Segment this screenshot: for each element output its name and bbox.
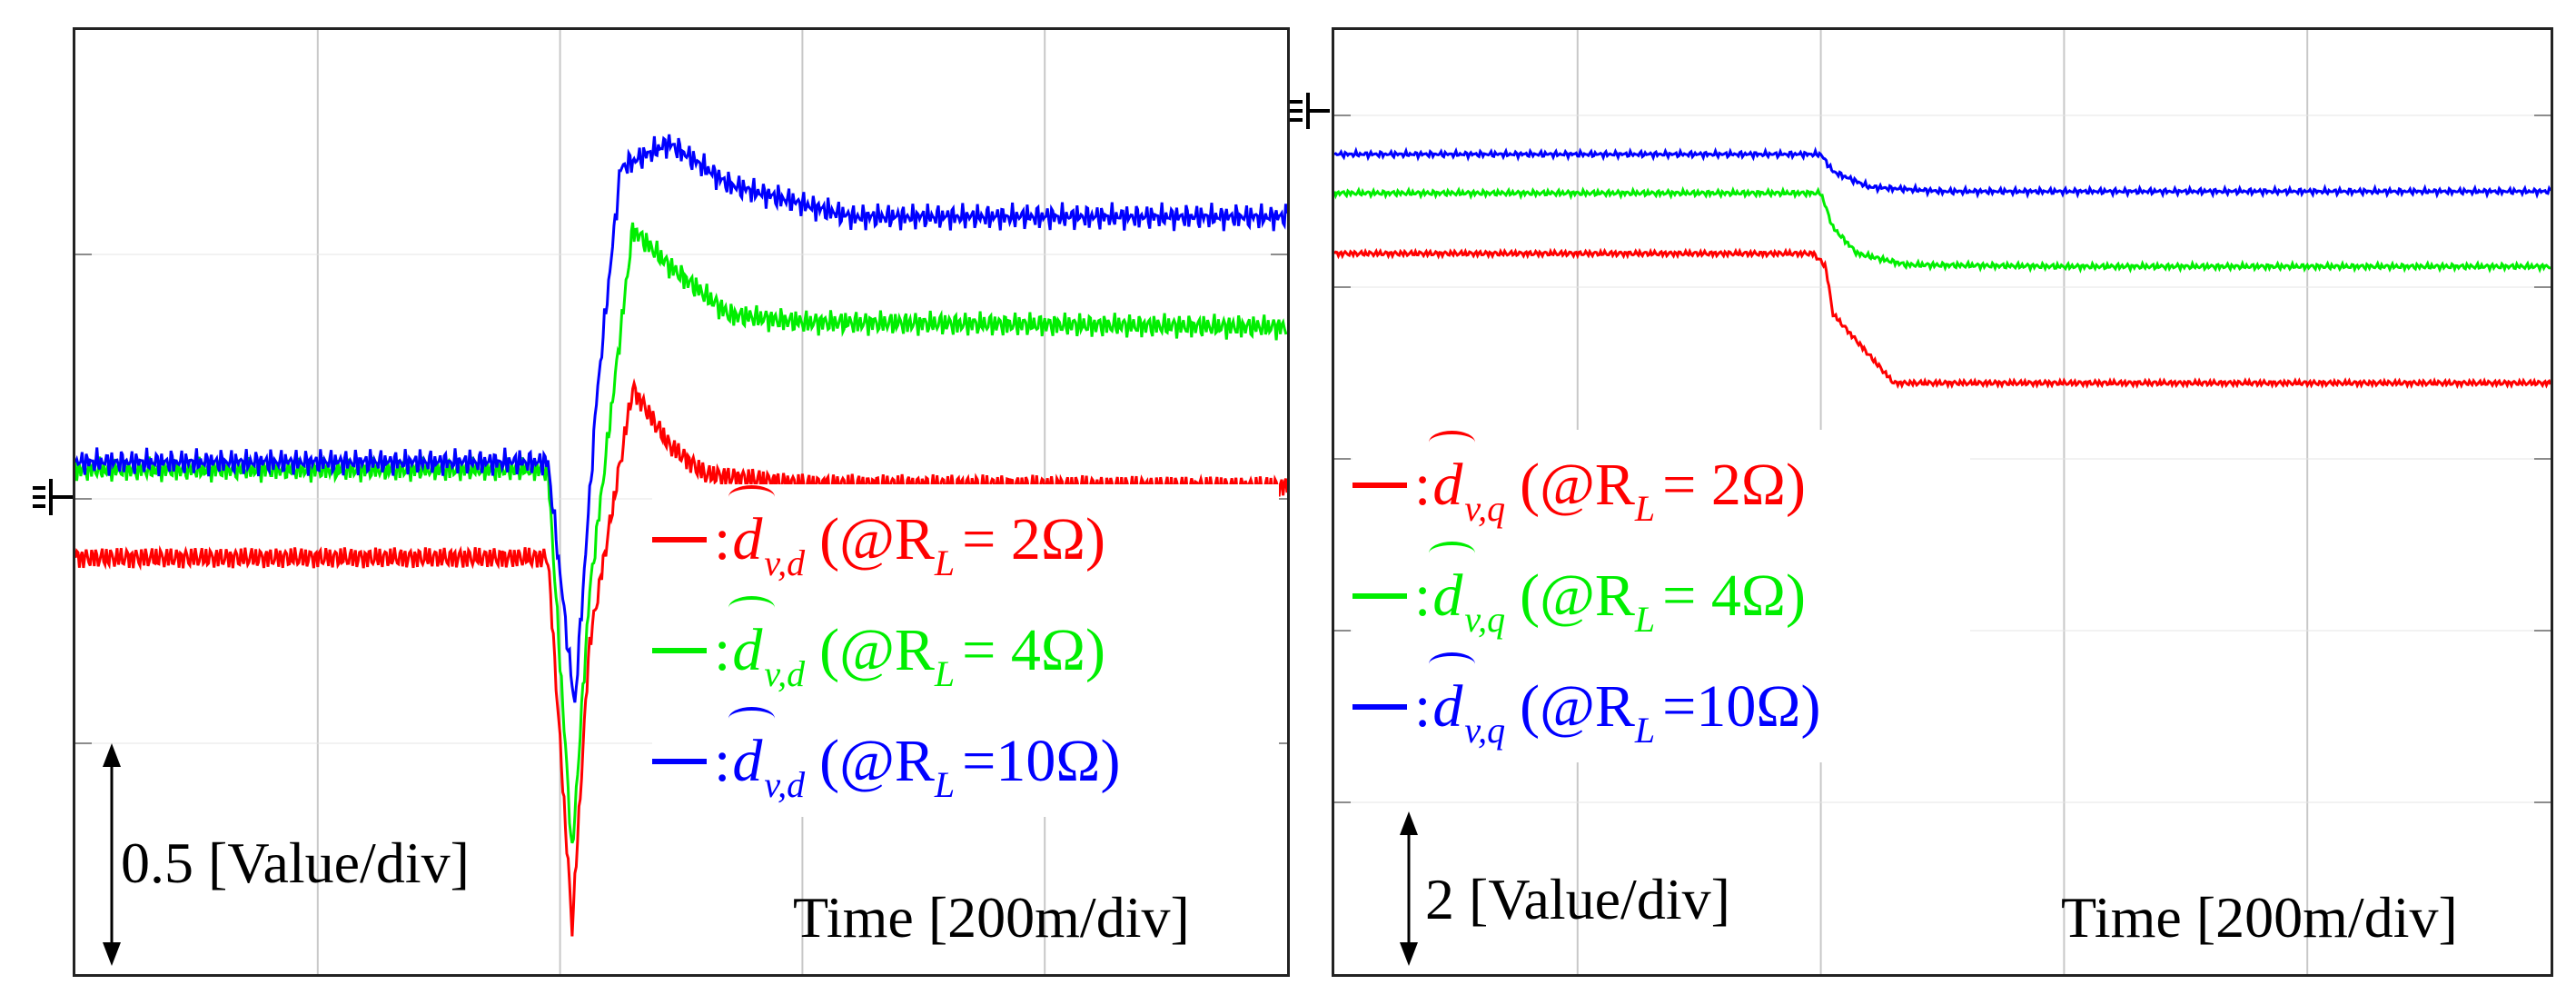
legend-separator: : — [1414, 452, 1432, 518]
legend-condition: (@R — [1520, 452, 1635, 518]
legend-swatch — [652, 648, 707, 653]
right-scope-panel: : d v,q (@R L = 2Ω) : d v,q (@R L = 4Ω) … — [1332, 27, 2553, 977]
legend-condition: (@R — [1520, 562, 1635, 629]
legend-swatch — [1352, 704, 1407, 710]
legend-condition-value: =10Ω) — [1662, 673, 1821, 740]
legend-separator: : — [1414, 562, 1432, 629]
legend-condition-value: = 2Ω) — [962, 506, 1105, 572]
legend-swatch — [1352, 483, 1407, 488]
legend-subscript: v,d — [764, 764, 806, 805]
left-scale-arrow-head-up — [103, 743, 121, 767]
right-scale-label: 2 [Value/div] — [1425, 867, 1730, 931]
legend-condition: (@R — [819, 506, 935, 572]
legend-swatch — [652, 537, 707, 542]
legend-condition-value: = 2Ω) — [1662, 452, 1806, 518]
legend-symbol: d — [728, 707, 776, 794]
right-scale-arrow-head-down — [1400, 942, 1418, 966]
legend-entry-2ohm: : d v,d (@R L = 2Ω) — [652, 484, 1279, 595]
legend-condition-subscript: L — [934, 653, 956, 694]
left-legend: : d v,d (@R L = 2Ω) : d v,d (@R L = 4Ω) … — [652, 484, 1279, 817]
legend-condition: (@R — [1520, 673, 1635, 740]
series-line-3 — [75, 134, 1287, 703]
legend-separator: : — [1414, 673, 1432, 740]
right-legend: : d v,q (@R L = 2Ω) : d v,q (@R L = 4Ω) … — [1352, 430, 1970, 762]
series-line-2 — [1334, 185, 2551, 274]
legend-condition: (@R — [819, 728, 935, 794]
series-line-1 — [1334, 247, 2551, 390]
right-plot-canvas — [1334, 30, 2551, 974]
legend-symbol: d — [728, 596, 776, 683]
right-ground-marker-icon — [1290, 93, 1330, 129]
legend-entry-2ohm: : d v,q (@R L = 2Ω) — [1352, 430, 1970, 541]
legend-condition-value: =10Ω) — [962, 728, 1121, 794]
left-ground-marker-icon — [33, 479, 73, 515]
legend-entry-10ohm: : d v,d (@R L =10Ω) — [652, 706, 1279, 817]
right-scale-arrow-head-up — [1400, 811, 1418, 835]
legend-condition: (@R — [819, 617, 935, 683]
series-line-3 — [1334, 146, 2551, 199]
right-time-label: Time [200m/div] — [2061, 885, 2458, 950]
legend-condition-value: = 4Ω) — [962, 617, 1105, 683]
legend-entry-4ohm: : d v,d (@R L = 4Ω) — [652, 595, 1279, 706]
legend-subscript: v,q — [1464, 488, 1506, 529]
legend-subscript: v,q — [1464, 710, 1506, 751]
legend-entry-10ohm: : d v,q (@R L =10Ω) — [1352, 652, 1970, 762]
legend-symbol: d — [1429, 431, 1476, 518]
legend-separator: : — [714, 728, 731, 794]
legend-symbol: d — [1429, 652, 1476, 740]
legend-swatch — [652, 759, 707, 764]
legend-subscript: v,q — [1464, 599, 1506, 640]
legend-condition-subscript: L — [1634, 710, 1656, 751]
legend-condition-subscript: L — [1634, 599, 1656, 640]
legend-symbol: d — [1429, 542, 1476, 629]
legend-condition-subscript: L — [1634, 488, 1656, 529]
legend-condition-subscript: L — [934, 764, 956, 805]
legend-condition-value: = 4Ω) — [1662, 562, 1806, 629]
legend-entry-4ohm: : d v,q (@R L = 4Ω) — [1352, 541, 1970, 652]
legend-swatch — [1352, 593, 1407, 599]
legend-subscript: v,d — [764, 653, 806, 694]
left-time-label: Time [200m/div] — [793, 885, 1190, 950]
left-scale-arrow-head-down — [103, 942, 121, 966]
left-scale-label: 0.5 [Value/div] — [121, 831, 470, 895]
left-scope-panel: : d v,d (@R L = 2Ω) : d v,d (@R L = 4Ω) … — [73, 27, 1290, 977]
legend-separator: : — [714, 506, 731, 572]
legend-symbol: d — [728, 485, 776, 572]
legend-separator: : — [714, 617, 731, 683]
legend-condition-subscript: L — [934, 542, 956, 583]
legend-subscript: v,d — [764, 542, 806, 583]
